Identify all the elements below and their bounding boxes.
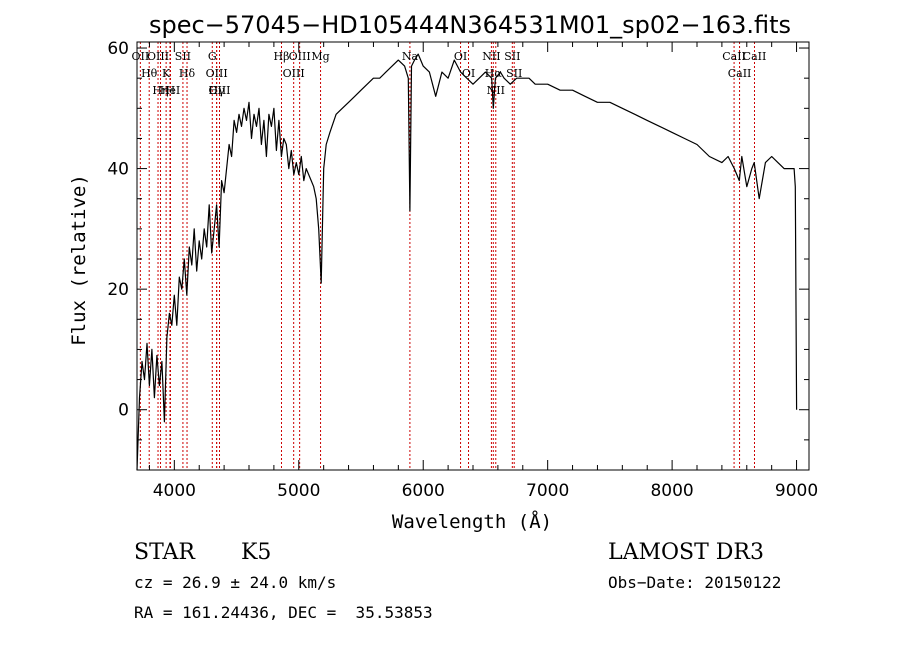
- x-axis-label: Wavelength (Å): [392, 510, 552, 533]
- line-label: OIII: [206, 67, 228, 80]
- x-tick-label: 5000: [277, 481, 320, 501]
- redshift-readout: cz = 26.9 ± 24.0 km/s: [134, 573, 337, 592]
- y-tick-label: 40: [107, 160, 129, 180]
- line-label: OIII: [208, 84, 230, 97]
- line-markers: [139, 42, 755, 470]
- y-tick-label: 20: [107, 280, 129, 300]
- x-tick-label: 7000: [526, 481, 569, 501]
- line-label: Mg: [311, 50, 329, 63]
- x-tick-label: 9000: [775, 481, 818, 501]
- line-label: SII: [506, 67, 522, 80]
- line-label: OI: [462, 67, 475, 80]
- object-class: STAR: [134, 540, 195, 565]
- chart-title: spec−57045−HD105444N364531M01_sp02−163.f…: [149, 11, 791, 39]
- line-label: NII: [487, 84, 505, 97]
- line-label: OIII: [289, 50, 311, 63]
- observation-date: Obs−Date: 20150122: [608, 573, 782, 592]
- coordinates-readout: RA = 161.24436, DEC = 35.53853: [134, 603, 433, 622]
- line-label: CaII: [728, 67, 752, 80]
- line-label: Hγ: [209, 84, 226, 97]
- y-tick-label: 0: [118, 401, 129, 421]
- line-label: Hα: [485, 67, 503, 80]
- line-label: CaII: [743, 50, 767, 63]
- line-labels: OIIHθOIIIHηKHeIHSIIHδGOIIIHγOIIIHβOIIIOI…: [132, 50, 767, 97]
- line-label: OI: [454, 50, 467, 63]
- line-label: Na: [402, 50, 419, 63]
- line-label: Hη: [152, 84, 168, 97]
- line-label: K: [162, 67, 171, 80]
- line-label: Hθ: [141, 67, 158, 80]
- survey-name: LAMOST DR3: [608, 540, 764, 565]
- axis-ticks: [137, 42, 809, 471]
- line-label: HeI: [160, 84, 180, 97]
- x-tick-label: 4000: [153, 481, 196, 501]
- y-tick-label: 60: [107, 39, 129, 59]
- line-label: CaII: [722, 50, 746, 63]
- x-tick-label: 8000: [650, 481, 693, 501]
- line-label: Hδ: [179, 67, 196, 80]
- line-label: OII: [132, 50, 150, 63]
- line-label: SII: [175, 50, 191, 63]
- line-label: H: [166, 84, 176, 97]
- line-label: SII: [504, 50, 520, 63]
- line-label: OIII: [147, 50, 169, 63]
- y-axis-label: Flux (relative): [68, 174, 90, 346]
- line-label: G: [208, 50, 217, 63]
- line-label: NII: [482, 50, 500, 63]
- plot-frame: [136, 41, 810, 471]
- line-label: Hβ: [274, 50, 290, 63]
- object-subclass: K5: [241, 540, 272, 565]
- x-tick-label: 6000: [402, 481, 445, 501]
- spectrum-line: [136, 53, 798, 471]
- line-label: OIII: [283, 67, 305, 80]
- axis-tick-labels: 4000 5000 6000 7000 8000 9000 0 20 40 60: [107, 39, 818, 501]
